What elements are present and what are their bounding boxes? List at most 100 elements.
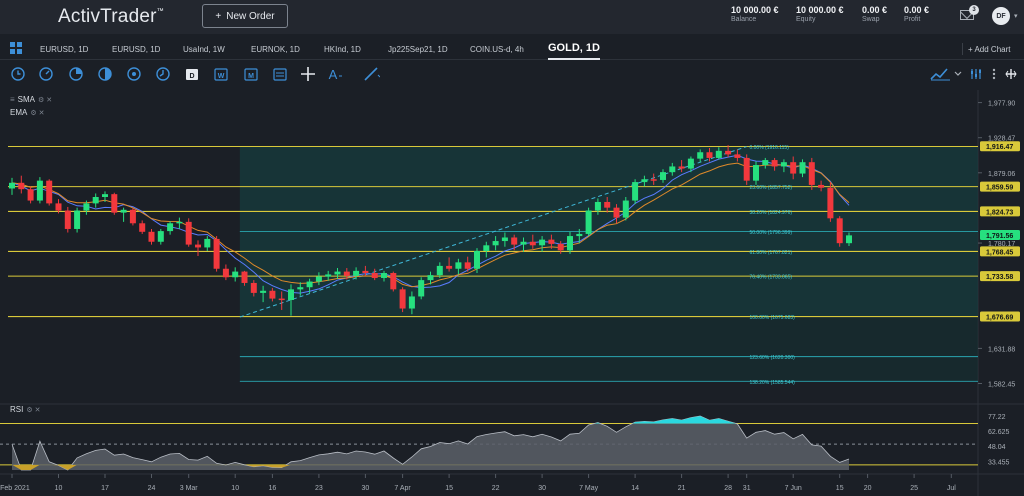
candle-body: [157, 231, 164, 242]
time-tick-label: 20: [864, 485, 872, 492]
candle-body: [567, 236, 573, 251]
indicator-rsi-label: RSI: [10, 405, 24, 414]
clock-icon[interactable]: [10, 66, 26, 82]
timer-icon[interactable]: [155, 66, 171, 82]
fib-level-label: 23.60% (1857.752): [749, 185, 792, 191]
calendar-w-icon[interactable]: W: [213, 66, 229, 82]
tab-hkind[interactable]: HKInd, 1D: [324, 44, 361, 54]
gear-icon[interactable]: ⚙ ✕: [38, 96, 53, 104]
candle-body: [641, 179, 648, 183]
candle-body: [790, 162, 797, 174]
indicator-ema[interactable]: EMA ⚙ ✕: [10, 108, 44, 117]
layout-grid-icon[interactable]: [10, 42, 22, 54]
line-tool-icon[interactable]: [364, 66, 380, 82]
tab-eurusd-1[interactable]: EURUSD, 1D: [40, 44, 89, 54]
candle-body: [660, 172, 666, 180]
candle-body: [632, 182, 639, 201]
candle-body: [520, 241, 527, 245]
candle-body: [687, 158, 694, 169]
tab-eurnok[interactable]: EURNOK, 1D: [251, 44, 300, 54]
chart-area[interactable]: 0.00% (1916.115) 23.60% (1857.752) 38.20% …: [0, 90, 1024, 496]
candle-body: [455, 262, 462, 269]
candle-body: [585, 210, 592, 234]
indicators-icon[interactable]: [968, 66, 984, 82]
calendar-multi-icon[interactable]: [272, 66, 288, 82]
new-order-button[interactable]: + New Order: [202, 4, 288, 28]
gear-icon[interactable]: ⚙ ✕: [30, 109, 45, 117]
drawing-toolbar: D W M A: [0, 62, 1024, 86]
price-badge-label: 1,916.47: [986, 144, 1013, 151]
candle-body: [743, 157, 750, 181]
mail-icon[interactable]: [960, 10, 974, 20]
tab-coin[interactable]: COIN.US-d, 4h: [470, 44, 524, 54]
candle-body: [195, 244, 201, 248]
candle-body: [548, 239, 555, 244]
pie-quarter-icon[interactable]: [97, 66, 113, 82]
crosshair-icon[interactable]: [300, 66, 316, 82]
chevron-down-icon[interactable]: [950, 66, 966, 82]
candle-body: [176, 221, 183, 224]
time-tick-label: 16: [269, 485, 277, 492]
text-tool-icon[interactable]: A: [327, 66, 343, 82]
tab-gold[interactable]: GOLD, 1D: [548, 38, 600, 60]
candle-body: [511, 237, 518, 245]
logo-trademark: ™: [156, 8, 164, 15]
chart-type-icon[interactable]: [930, 66, 952, 82]
time-tick-label: 14: [631, 485, 639, 492]
candle-body: [818, 184, 825, 188]
fib-level-label: 0.00% (1916.115): [749, 145, 789, 151]
candle-body: [55, 203, 62, 211]
calendar-d-icon[interactable]: D: [184, 66, 200, 82]
tab-usaind[interactable]: UsaInd, 1W: [183, 44, 225, 54]
candle-body: [325, 274, 332, 277]
add-chart-button[interactable]: + Add Chart: [968, 44, 1011, 54]
gauge-icon[interactable]: [38, 66, 54, 82]
candle-body: [204, 238, 211, 248]
indicator-sma[interactable]: ≡ SMA ⚙ ✕: [10, 95, 52, 104]
candle-body: [557, 243, 564, 251]
indicator-rsi[interactable]: RSI ⚙ ✕: [10, 405, 40, 414]
candle-body: [669, 166, 676, 173]
crosshair-circle-icon[interactable]: [126, 66, 142, 82]
pie-half-icon[interactable]: [68, 66, 84, 82]
fib-level-label: 61.80% (1767.821): [749, 250, 792, 256]
candle-body: [222, 268, 229, 278]
candle-body: [706, 152, 713, 158]
price-badge-label: 1,859.59: [986, 185, 1013, 192]
candle-body: [139, 223, 146, 232]
tab-jp225[interactable]: Jp225Sep21, 1D: [388, 44, 448, 54]
time-tick-label: 10: [55, 485, 63, 492]
gear-icon[interactable]: ⚙ ✕: [26, 406, 41, 414]
swap-label: Swap: [862, 16, 880, 23]
candle-body: [715, 150, 722, 158]
more-vertical-icon[interactable]: [986, 66, 1002, 82]
chevron-down-icon[interactable]: ▾: [1014, 13, 1018, 20]
price-tick-label: 1,631.88: [988, 346, 1015, 353]
fullscreen-icon[interactable]: [1003, 66, 1019, 82]
calendar-m-icon[interactable]: M: [243, 66, 259, 82]
candle-body: [780, 162, 787, 167]
swap-value: 0.00 €: [862, 5, 888, 15]
fib-price-badge: [980, 206, 1020, 217]
time-tick-label: 17: [101, 485, 109, 492]
candle-body: [260, 290, 267, 293]
avatar[interactable]: DF: [992, 7, 1010, 25]
candle-body: [418, 280, 425, 297]
candle-body: [250, 282, 257, 293]
fib-level-label: 76.40% (1733.065): [749, 275, 792, 281]
candle-body: [120, 209, 127, 213]
price-chart[interactable]: 0.00% (1916.115) 23.60% (1857.752) 38.20% …: [0, 90, 1024, 496]
price-tick-label: 1,879.06: [988, 171, 1015, 178]
tab-eurusd-2[interactable]: EURUSD, 1D: [112, 44, 161, 54]
candle-body: [306, 281, 313, 288]
candle-body: [232, 271, 239, 278]
equity-value: 10 000.00 €: [796, 5, 844, 15]
time-tick-label: 30: [362, 485, 370, 492]
time-tick-label: 3 Feb 2021: [0, 485, 30, 492]
rsi-tick-label: 77.22: [988, 414, 1006, 421]
time-tick-label: 28: [724, 485, 732, 492]
swap-stat: 0.00 € Swap: [862, 5, 887, 23]
price-tick-label: 1,928.47: [988, 136, 1015, 143]
rsi-tick-label: 62.625: [988, 429, 1010, 436]
profit-label: Profit: [904, 16, 921, 23]
